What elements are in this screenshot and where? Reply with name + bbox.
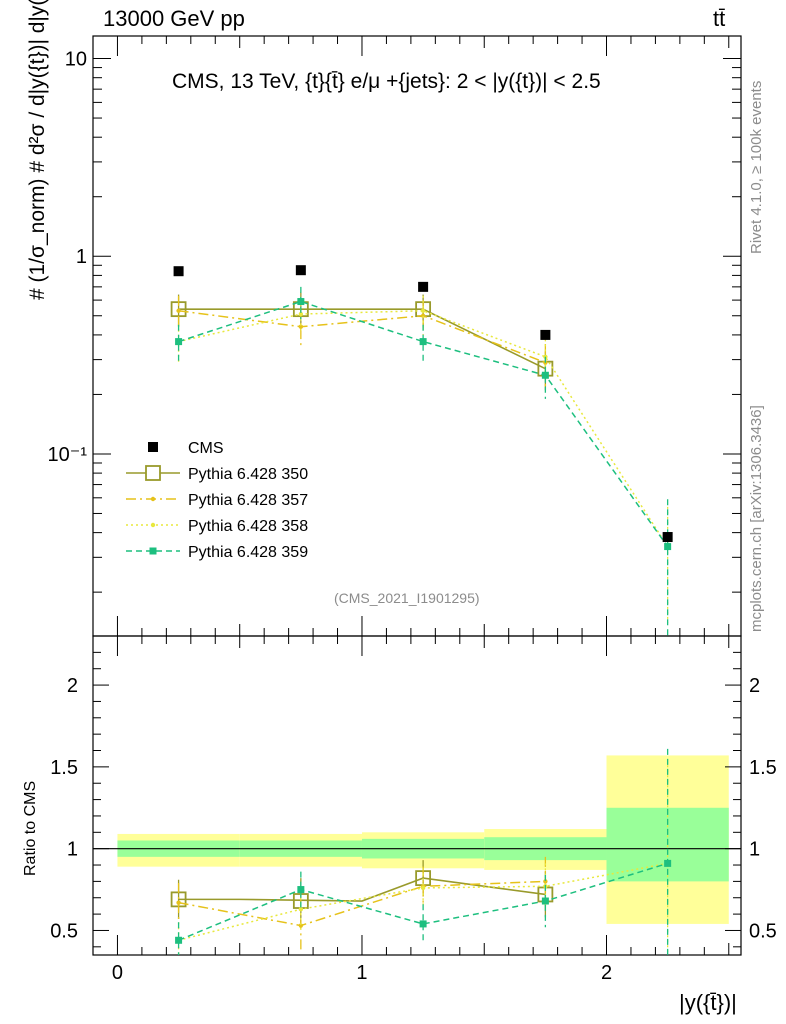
legend-marker (145, 465, 161, 481)
ratio-y-tick-label-right: 0.5 (749, 920, 777, 942)
main-marker (298, 324, 304, 329)
ratio-y-axis-label: Ratio to CMS (22, 780, 39, 876)
ratio-marker (543, 879, 548, 884)
cms-data-point (418, 281, 429, 292)
legend-label: Pythia 6.428 357 (188, 492, 308, 509)
ratio-y-tick-label: 1 (67, 839, 78, 861)
ratio-marker (420, 885, 426, 891)
main-marker (420, 308, 426, 313)
ratio-marker (298, 906, 304, 912)
main-series-line (178, 310, 546, 364)
cms-data-point (173, 266, 184, 277)
ratio-series-line (178, 880, 546, 927)
main-marker (176, 308, 181, 313)
main-marker (420, 313, 426, 318)
main-marker (175, 338, 183, 346)
ratio-marker (176, 900, 181, 905)
legend-label: Pythia 6.428 359 (188, 544, 308, 561)
ratio-y-tick-label: 1.5 (50, 757, 78, 779)
legend-label: CMS (188, 440, 224, 457)
mcplots-label: mcplots.cern.ch [arXiv:1306.3436] (748, 405, 765, 632)
legend-marker (150, 522, 156, 528)
ratio-panel-frame (92, 635, 742, 956)
y-tick-label: 10 (65, 49, 87, 71)
legend-marker-cms (148, 442, 158, 452)
main-marker (419, 338, 427, 346)
analysis-id: (CMS_2021_I1901295) (334, 590, 480, 606)
ratio-marker (664, 859, 672, 867)
ratio-y-tick-label-right: 2 (749, 675, 760, 697)
legend-label: Pythia 6.428 350 (188, 466, 308, 483)
ratio-y-tick-label-right: 1 (749, 839, 760, 861)
main-marker (543, 354, 548, 359)
chart-title: CMS, 13 TeV, {t}{t̄} e/μ +{jets}: 2 < |y… (172, 70, 601, 93)
main-series-line (178, 300, 669, 548)
ratio-marker (419, 920, 427, 928)
ratio-y-tick-label: 2 (67, 675, 78, 697)
y-tick-label: 1 (76, 246, 87, 268)
legend-marker (150, 496, 156, 502)
energy-label: 13000 GeV pp (103, 6, 245, 31)
x-tick-label: 1 (356, 962, 367, 984)
x-tick-label: 0 (112, 962, 123, 984)
ratio-y-tick-label-right: 1.5 (749, 757, 777, 779)
y-axis-label: # (1/σ_norm) # d²σ / d|y({t})| d|y({t̄}) (26, 0, 49, 300)
rivet-label: Rivet 4.1.0, ≥ 100k events (748, 80, 765, 254)
main-marker (541, 371, 549, 379)
main-marker (664, 543, 672, 551)
ratio-marker (297, 886, 305, 894)
legend-marker (149, 547, 157, 555)
y-tick-label: 10⁻¹ (48, 444, 88, 466)
x-axis-label: |y({t̄})| (679, 990, 737, 1015)
process-label: tt̄ (713, 6, 726, 31)
legend-label: Pythia 6.428 358 (188, 518, 308, 535)
main-marker (298, 311, 304, 317)
cms-data-point (662, 532, 673, 543)
cms-data-point (540, 329, 551, 340)
ratio-marker (298, 923, 304, 928)
ratio-series-line (178, 877, 546, 902)
x-tick-label: 2 (601, 962, 612, 984)
main-marker (297, 298, 305, 306)
cms-data-point (295, 265, 306, 276)
ratio-y-tick-label: 0.5 (50, 920, 78, 942)
main-series-line (178, 308, 546, 370)
ratio-marker (541, 897, 549, 905)
ratio-marker (175, 936, 183, 944)
